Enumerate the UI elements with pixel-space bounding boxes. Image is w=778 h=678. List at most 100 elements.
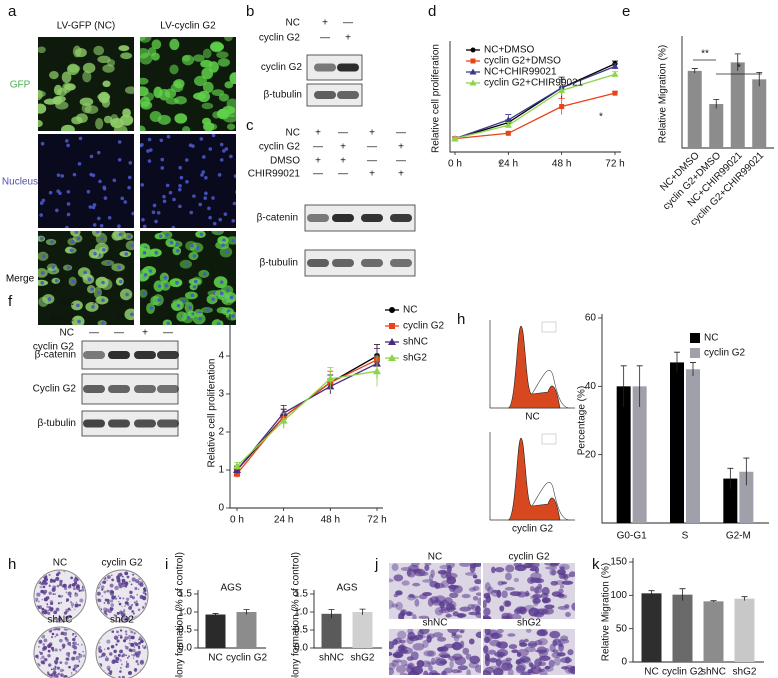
colony [35,672,39,677]
cell [61,71,72,84]
cell [79,97,94,106]
cell [532,598,541,604]
colony [101,581,104,584]
cell [501,581,508,585]
cell [516,651,522,658]
colony [143,588,147,592]
cell [557,593,565,598]
nucleus [96,150,101,155]
nucleus [40,281,45,285]
nucleus [118,232,123,237]
condition-label: cyclin G2 [259,33,301,44]
nucleus [217,173,222,177]
nucleus [147,137,152,142]
y-tick-label: 40 [585,381,597,392]
colony [65,591,68,594]
colony [127,635,132,640]
cell [491,632,503,639]
colony [113,613,117,617]
colony [126,657,129,659]
band [157,385,179,393]
band [337,91,359,99]
cell [110,118,124,129]
panel-label: c [246,117,254,134]
colony [59,648,61,651]
nucleus [77,319,81,324]
nucleus [199,232,204,237]
colony [125,597,130,601]
colony [121,582,124,586]
colony [132,612,136,615]
nucleus [225,250,229,254]
colony [70,602,75,607]
annotation: * [599,112,603,123]
nucleus [216,322,221,325]
colony [60,632,64,636]
nucleus [102,248,106,252]
colony [131,654,133,656]
nucleus [54,279,59,283]
cell [507,633,516,637]
colony [55,633,59,637]
colony [105,613,107,615]
band [332,214,354,222]
series-line [454,73,616,140]
x-tick-label: 72 h [367,515,386,526]
chart-title: AGS [336,583,357,594]
nucleus [211,297,215,302]
nucleus [72,172,77,177]
nucleus [186,315,191,320]
cell [422,639,429,648]
y-tick-label: 1.0 [178,607,192,618]
colony [78,653,81,656]
colony [119,629,123,632]
cell [474,664,481,673]
colony [74,608,76,611]
nucleus [117,265,121,270]
cell [226,123,236,130]
nucleus [107,215,112,220]
nucleus [190,243,194,248]
colony [83,665,85,669]
colony [51,587,56,592]
error-bar [212,613,219,616]
blot-label: β-catenin [35,350,76,361]
cell [443,643,456,649]
cell [561,580,574,585]
cell [409,611,414,617]
colony [137,608,141,612]
cell [427,597,434,607]
point [279,416,288,424]
colony [47,611,51,615]
cell [525,592,531,597]
nucleus [219,158,224,162]
nucleus [164,283,169,288]
cell [417,629,424,637]
nucleus [221,243,225,248]
blot-label: β-catenin [257,213,298,224]
cell [558,594,568,599]
cell [472,595,479,601]
cell [422,579,434,583]
nucleus [224,147,229,151]
error-bar [636,365,643,407]
error-bar [679,588,686,601]
cell [82,62,96,74]
nucleus [175,280,179,285]
cell [451,641,463,651]
condition-sign: + [116,313,122,324]
series-line [236,363,378,471]
band [361,259,383,267]
panel-label: h [8,556,16,573]
colony [105,655,108,658]
colony [43,589,48,594]
condition-label: NC [60,328,74,339]
colony [128,648,132,652]
colony [41,607,45,611]
colony [69,595,72,598]
image-group [389,629,481,675]
colony [124,605,126,607]
condition-sign: — [338,128,348,139]
nucleus [192,285,197,289]
histogram-peak [507,437,561,521]
